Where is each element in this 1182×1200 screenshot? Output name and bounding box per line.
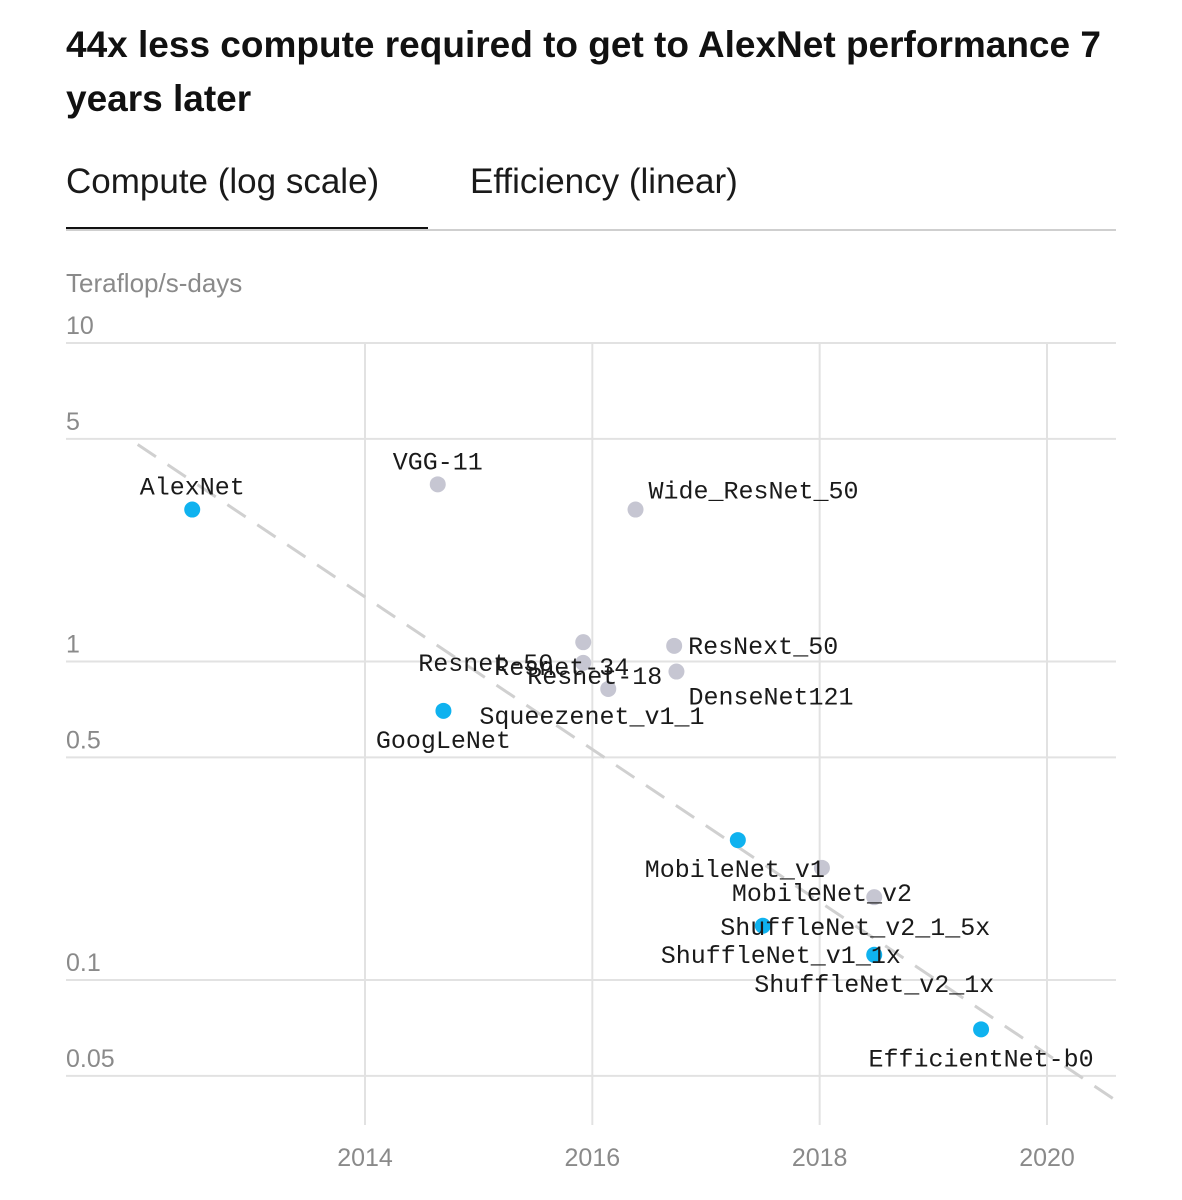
point-label-shufflenet-v2-1x: ShuffleNet_v2_1x (754, 971, 994, 1000)
x-gridlines (364, 343, 1048, 1125)
point-shufflenet-v2-1-5x[interactable] (866, 889, 883, 906)
point-shufflenet-v2-1x[interactable] (866, 946, 883, 963)
tabs-divider (66, 229, 1116, 231)
y-tick-label: 0.5 (66, 726, 101, 754)
points-layer (184, 476, 990, 1038)
point-vgg-11[interactable] (429, 476, 446, 493)
point-mobilenet-v1[interactable] (729, 832, 746, 849)
point-label-resnet-34: Resnet-34 (494, 654, 629, 683)
point-label-mobilenet-v1: MobileNet_v1 (645, 856, 825, 885)
point-wide-resnet-50[interactable] (627, 501, 644, 518)
x-tick-label: 2016 (565, 1144, 621, 1172)
point-alexnet[interactable] (184, 501, 201, 518)
x-tick-label: 2020 (1019, 1144, 1075, 1172)
point-label-mobilenet-v2: MobileNet_v2 (732, 880, 912, 909)
chart-title: 44x less compute required to get to Alex… (66, 24, 1101, 119)
y-tick-label: 1 (66, 631, 80, 659)
y-gridlines (66, 342, 1116, 1077)
point-labels-layer: AlexNet VGG-11 Wide_ResNet_50 Resnet-50Resn… (140, 448, 1094, 1074)
point-resnext-50[interactable] (666, 637, 683, 654)
y-tick-label: 0.05 (66, 1045, 115, 1073)
point-resnet-18[interactable] (600, 680, 617, 697)
point-label-resnet-18: Resnet-18 (527, 663, 662, 692)
point-resnet-50[interactable] (575, 634, 592, 651)
point-label-squeezenet-v1-1: Squeezenet_v1_1 (479, 703, 704, 732)
point-shufflenet-v1-1x[interactable] (754, 917, 771, 934)
point-efficientnet-b0[interactable] (973, 1021, 990, 1038)
point-mobilenet-v2[interactable] (813, 859, 830, 876)
ticks-layer: 10 5 1 0.5 0.1 0.05 2014 2016 2018 2020 (66, 312, 1075, 1172)
trend-layer (136, 443, 1117, 1102)
point-label-efficientnet-b0: EfficientNet-b0 (869, 1045, 1094, 1074)
point-label-shufflenet-v1-1x: ShuffleNet_v1_1x (661, 942, 901, 971)
point-label-resnext-50: ResNext_50 (688, 633, 838, 662)
point-label-googlenet: GoogLeNet (376, 727, 511, 756)
point-googlenet[interactable] (435, 702, 452, 719)
point-label-wide-resnet-50: Wide_ResNet_50 (649, 478, 859, 507)
point-label-resnet-50: Resnet-50 (418, 650, 553, 679)
x-tick-label: 2018 (792, 1144, 848, 1172)
point-resnet-34[interactable] (575, 654, 592, 671)
view-tabs: Compute (log scale) Efficiency (linear) (66, 155, 1116, 231)
tab-compute-log-scale[interactable]: Compute (log scale) (66, 155, 428, 230)
y-axis-label: Teraflop/s-days (66, 268, 242, 298)
y-tick-label: 10 (66, 312, 94, 340)
point-densenet121[interactable] (668, 663, 685, 680)
point-label-shufflenet-v2-1-5x: ShuffleNet_v2_1_5x (720, 914, 990, 943)
point-label-densenet121: DenseNet121 (688, 684, 853, 713)
x-tick-label: 2014 (337, 1144, 393, 1172)
tab-efficiency-linear[interactable]: Efficiency (linear) (470, 162, 738, 201)
point-label-alexnet: AlexNet (140, 474, 245, 503)
y-tick-label: 0.1 (66, 949, 101, 977)
y-tick-label: 5 (66, 408, 80, 436)
point-label-vgg-11: VGG-11 (393, 448, 483, 477)
trend-line (136, 443, 1117, 1102)
